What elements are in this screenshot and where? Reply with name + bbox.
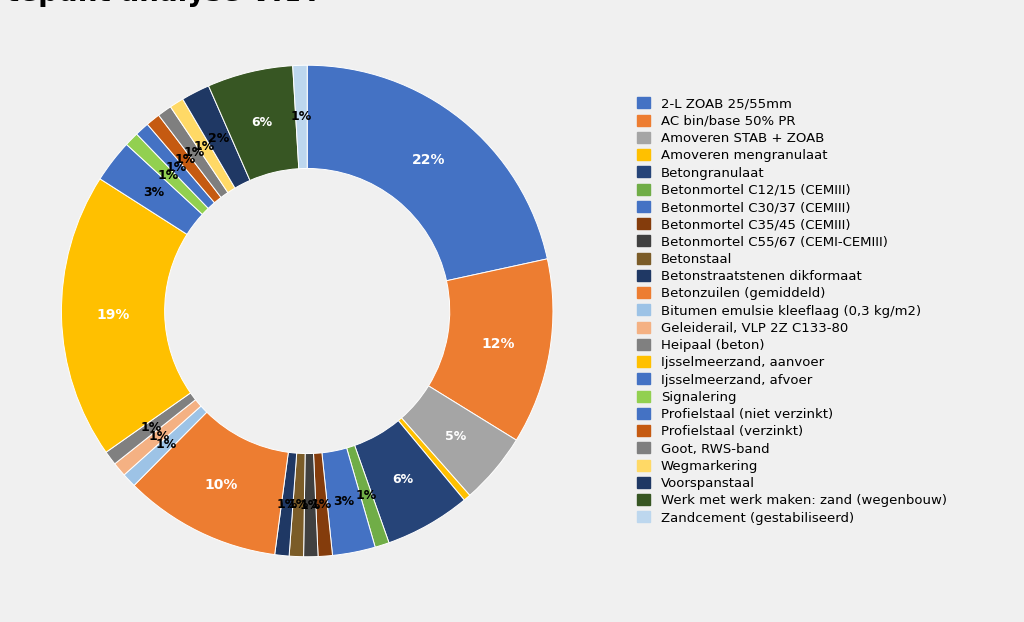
Text: 1%: 1%: [184, 146, 205, 159]
Wedge shape: [274, 452, 297, 556]
Wedge shape: [347, 445, 389, 547]
Wedge shape: [100, 144, 203, 234]
Wedge shape: [127, 134, 208, 215]
Text: 1%: 1%: [288, 498, 309, 511]
Wedge shape: [159, 107, 228, 197]
Wedge shape: [428, 259, 553, 440]
Wedge shape: [147, 115, 221, 203]
Text: 1%: 1%: [291, 111, 312, 123]
Wedge shape: [313, 453, 333, 557]
Text: 1%: 1%: [194, 140, 215, 153]
Text: 5%: 5%: [445, 430, 466, 443]
Text: 1%: 1%: [355, 490, 377, 503]
Text: 1%: 1%: [276, 498, 298, 511]
Wedge shape: [182, 86, 250, 188]
Wedge shape: [136, 124, 214, 208]
Text: 1%: 1%: [156, 438, 177, 451]
Wedge shape: [170, 99, 236, 193]
Wedge shape: [293, 65, 307, 169]
Text: 1%: 1%: [158, 169, 179, 182]
Text: 1%: 1%: [148, 430, 169, 443]
Wedge shape: [115, 400, 201, 475]
Wedge shape: [401, 386, 516, 495]
Text: 3%: 3%: [142, 186, 164, 199]
Wedge shape: [322, 448, 375, 555]
Wedge shape: [303, 453, 318, 557]
Text: 1%: 1%: [299, 499, 321, 512]
Wedge shape: [209, 66, 299, 180]
Wedge shape: [398, 418, 470, 500]
Text: 6%: 6%: [392, 473, 414, 486]
Wedge shape: [354, 420, 464, 543]
Wedge shape: [307, 65, 548, 281]
Text: Zwaartepunt analyse VKA: Zwaartepunt analyse VKA: [0, 0, 315, 7]
Text: 1%: 1%: [311, 498, 332, 511]
Wedge shape: [61, 179, 190, 452]
Text: 6%: 6%: [251, 116, 272, 129]
Wedge shape: [124, 406, 207, 485]
Text: 2%: 2%: [208, 132, 229, 144]
Text: 1%: 1%: [175, 154, 196, 166]
Wedge shape: [289, 453, 305, 557]
Legend: 2-L ZOAB 25/55mm, AC bin/base 50% PR, Amoveren STAB + ZOAB, Amoveren mengranulaa: 2-L ZOAB 25/55mm, AC bin/base 50% PR, Am…: [633, 93, 951, 529]
Text: 3%: 3%: [334, 495, 354, 508]
Text: 1%: 1%: [141, 420, 162, 434]
Text: 12%: 12%: [482, 337, 515, 351]
Wedge shape: [134, 412, 289, 555]
Text: 10%: 10%: [205, 478, 239, 492]
Text: 1%: 1%: [166, 161, 187, 174]
Text: 22%: 22%: [413, 153, 445, 167]
Text: 19%: 19%: [96, 309, 130, 322]
Wedge shape: [106, 393, 196, 464]
